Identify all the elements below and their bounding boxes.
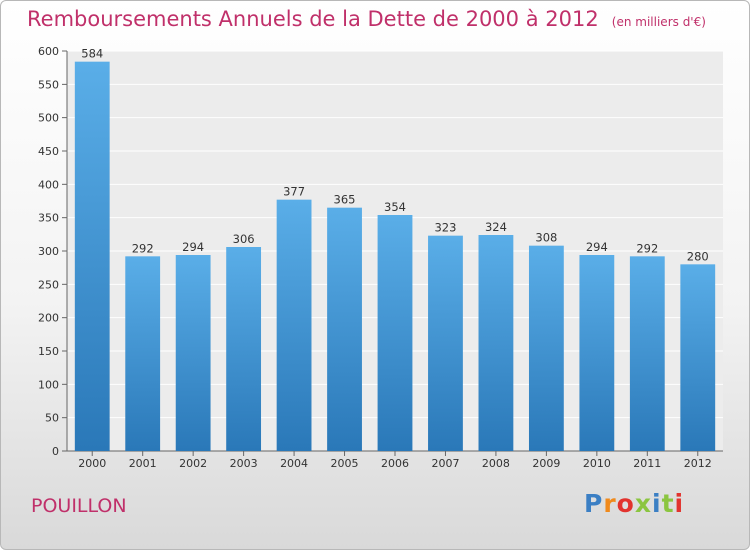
x-tick-label: 2001 [129, 457, 157, 470]
proxiti-logo: Proxiti [584, 489, 684, 518]
x-tick-label: 2012 [684, 457, 712, 470]
y-tick-label: 450 [38, 145, 59, 158]
y-tick-label: 550 [38, 78, 59, 91]
bar [327, 207, 362, 451]
x-tick-label: 2011 [633, 457, 661, 470]
bar [428, 235, 463, 451]
x-tick-label: 2002 [179, 457, 207, 470]
logo-letter: r [603, 489, 617, 518]
y-tick-label: 150 [38, 345, 59, 358]
x-tick-label: 2008 [482, 457, 510, 470]
bar-value-label: 308 [535, 231, 557, 245]
x-tick-label: 2005 [331, 457, 359, 470]
bar-value-label: 365 [334, 193, 356, 207]
y-tick-label: 350 [38, 212, 59, 225]
x-tick-label: 2010 [583, 457, 611, 470]
y-tick-label: 300 [38, 245, 59, 258]
bar [74, 61, 110, 452]
bar [226, 247, 262, 451]
commune-name: POUILLON [31, 495, 127, 517]
bar-value-label: 294 [182, 240, 204, 254]
bar [125, 256, 161, 451]
logo-letter: i [674, 489, 685, 518]
y-tick-label: 600 [38, 45, 59, 58]
bar [528, 245, 564, 451]
y-tick-label: 0 [52, 445, 59, 458]
bar-chart: 0 50 100 150 200 250 300 350 400 450 500 550 600 584 2… [38, 45, 723, 470]
bar-value-label: 292 [636, 241, 658, 255]
bar-value-label: 584 [81, 47, 103, 61]
bar-value-label: 292 [132, 241, 154, 255]
y-tick-label: 50 [45, 412, 59, 425]
bar-value-label: 306 [233, 232, 255, 246]
logo-letter: t [661, 489, 675, 518]
y-tick-label: 100 [38, 378, 59, 391]
bar-value-label: 280 [687, 249, 709, 263]
chart-title: Remboursements Annuels de la Dette de 20… [27, 7, 706, 31]
y-tick-label: 250 [38, 278, 59, 291]
y-tick-label: 400 [38, 178, 59, 191]
logo-letter: P [584, 489, 604, 518]
bar [276, 199, 312, 451]
x-tick-label: 2009 [532, 457, 560, 470]
bar [478, 235, 514, 451]
chart-title-main: Remboursements Annuels de la Dette de 20… [27, 7, 599, 31]
x-tick-label: 2007 [431, 457, 459, 470]
bar [680, 264, 716, 451]
chart-title-unit: (en milliers d'€) [611, 15, 706, 29]
y-tick-label: 200 [38, 312, 59, 325]
bar-value-label: 377 [283, 185, 305, 199]
x-tick-label: 2004 [280, 457, 308, 470]
logo-letter: i [652, 489, 662, 518]
x-tick-label: 2006 [381, 457, 409, 470]
bar-value-label: 324 [485, 220, 507, 234]
bar-value-label: 294 [586, 240, 608, 254]
bar-value-label: 323 [434, 221, 456, 235]
bar [579, 255, 615, 451]
bar [377, 215, 413, 451]
logo-letter: o [616, 489, 635, 518]
logo-letter: x [634, 489, 652, 518]
y-tick-label: 500 [38, 112, 59, 125]
x-tick-label: 2003 [230, 457, 258, 470]
bar [175, 255, 211, 451]
x-tick-label: 2000 [78, 457, 106, 470]
bar [629, 256, 665, 451]
bar-value-label: 354 [384, 200, 406, 214]
